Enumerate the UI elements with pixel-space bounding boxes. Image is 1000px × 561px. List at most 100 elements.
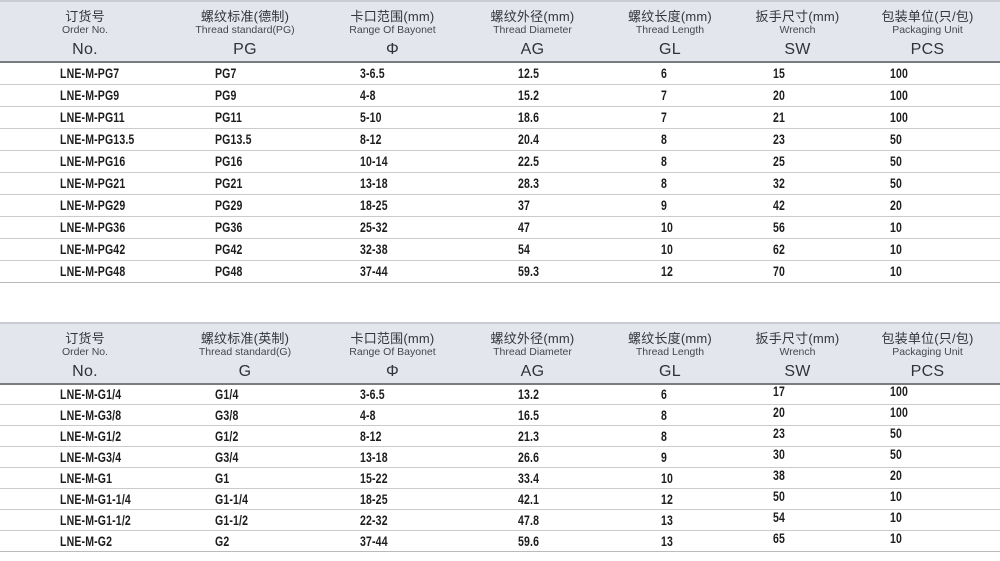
- cell-value: 10: [661, 219, 674, 235]
- cell-value: 10-14: [360, 153, 388, 169]
- cell-value: 37-44: [360, 263, 388, 279]
- cell-value: 30: [773, 446, 786, 462]
- cell-value: LNE-M-PG36: [60, 219, 126, 235]
- cell-value: PG16: [215, 153, 243, 169]
- cell-value: LNE-M-G1/2: [60, 428, 122, 444]
- cell-value: 3-6.5: [360, 386, 385, 402]
- cell: 100: [855, 62, 1000, 84]
- header-label-zh: 螺纹长度(mm): [628, 330, 712, 346]
- cell: 25: [740, 150, 855, 172]
- cell: 50: [855, 426, 1000, 447]
- cell-value: 5-10: [360, 109, 382, 125]
- cell-value: LNE-M-PG29: [60, 197, 126, 213]
- cell-value: G1: [215, 470, 230, 486]
- cell: PG48: [170, 260, 320, 282]
- cell-value: 26.6: [518, 449, 540, 465]
- cell-value: G1/2: [215, 428, 239, 444]
- cell-value: 9: [661, 449, 668, 465]
- cell-value: 10: [661, 470, 674, 486]
- cell-value: G3/8: [215, 407, 239, 423]
- cell-value: 20: [773, 404, 786, 420]
- column-header-pcs: 包装单位(只/包) Packaging Unit PCS: [855, 0, 1000, 63]
- cell-value: 8: [661, 407, 668, 423]
- cell: 13: [600, 531, 740, 552]
- cell: PG21: [170, 172, 320, 194]
- cell-value: 7: [661, 87, 668, 103]
- cell-value: LNE-M-PG16: [60, 153, 126, 169]
- header-label-en: Thread standard(G): [198, 345, 292, 358]
- cell: PG29: [170, 194, 320, 216]
- cell-value: 9: [661, 197, 668, 213]
- cell-value: LNE-M-PG48: [60, 263, 126, 279]
- cell: 20: [855, 194, 1000, 216]
- cell: 8-12: [320, 426, 465, 447]
- cell: 8: [600, 150, 740, 172]
- header-code: GL: [659, 41, 681, 58]
- cell: 7: [600, 84, 740, 106]
- column-header-ag: 螺纹外径(mm) Thread Diameter AG: [465, 321, 600, 385]
- cell-value: 65: [773, 530, 786, 546]
- cell-value: 10: [890, 219, 903, 235]
- cell-value: LNE-M-PG42: [60, 241, 126, 257]
- cell: 47: [465, 216, 600, 238]
- cell-value: 37: [518, 197, 531, 213]
- cell: 18-25: [320, 489, 465, 510]
- cell-value: 20: [890, 197, 903, 213]
- header-label-en: Wrench: [779, 24, 816, 36]
- cell: 10: [855, 489, 1000, 510]
- cell-value: 32: [773, 175, 786, 191]
- header-code: PCS: [910, 362, 945, 380]
- cell: 59.6: [465, 531, 600, 552]
- header-code: G: [238, 362, 252, 380]
- cell: 12: [600, 489, 740, 510]
- cell: G1-1/2: [170, 510, 320, 531]
- cell-value: 47: [518, 219, 531, 235]
- cell: 37-44: [320, 260, 465, 282]
- cell-value: 12: [661, 263, 674, 279]
- cell: 12: [600, 260, 740, 282]
- g-table-body: LNE-M-G1/4 G1/4 3-6.5 13.2 6 17 100 LNE-M-G3/8 G…: [0, 384, 1000, 552]
- header-label-zh: 包装单位(只/包): [881, 330, 974, 346]
- cell-value: 20.4: [518, 131, 540, 147]
- cell: LNE-M-PG36: [0, 216, 170, 238]
- cell-value: 15-22: [360, 470, 388, 486]
- cell: 33.4: [465, 468, 600, 489]
- cell: 50: [855, 447, 1000, 468]
- header-code: No.: [72, 362, 98, 380]
- cell-value: 13: [661, 533, 674, 549]
- table-row: LNE-M-PG7 PG7 3-6.5 12.5 6 15 100: [0, 62, 1000, 84]
- cell: 23: [740, 128, 855, 150]
- table-row: LNE-M-G2 G2 37-44 59.6 13 65 10: [0, 530, 1000, 552]
- cell-value: 8: [661, 175, 668, 191]
- cell: LNE-M-PG7: [0, 62, 170, 84]
- header-label-zh: 包装单位(只/包): [881, 9, 974, 24]
- cell: 15: [740, 62, 855, 84]
- cell-value: PG13.5: [215, 131, 252, 147]
- header-label-en: Packaging Unit: [892, 24, 963, 36]
- cell: 65: [740, 531, 855, 552]
- cell: 50: [855, 128, 1000, 150]
- header-label-zh: 扳手尺寸(mm): [755, 9, 840, 24]
- cell: G2: [170, 531, 320, 552]
- cell: 100: [855, 84, 1000, 106]
- cell: 100: [855, 106, 1000, 128]
- cell: 30: [740, 447, 855, 468]
- header-label-zh: 螺纹标准(英制): [200, 330, 290, 346]
- cell: 54: [465, 238, 600, 260]
- header-label-en: Thread Length: [635, 24, 705, 36]
- cell: 32: [740, 172, 855, 194]
- header-code: GL: [659, 362, 681, 380]
- cell-value: 50: [890, 175, 903, 191]
- cell: G1/4: [170, 384, 320, 405]
- header-code: PCS: [910, 41, 945, 58]
- cell-value: LNE-M-G2: [60, 533, 113, 549]
- cell-value: LNE-M-G1: [60, 470, 113, 486]
- cell-value: 10: [890, 530, 903, 546]
- cell: 4-8: [320, 84, 465, 106]
- header-label-en: Order No.: [61, 345, 109, 358]
- cell: PG9: [170, 84, 320, 106]
- cell-value: 42.1: [518, 491, 540, 507]
- header-label-zh: 订货号: [65, 9, 105, 24]
- header-label-en: Wrench: [779, 345, 816, 358]
- pg-table-body: LNE-M-PG7 PG7 3-6.5 12.5 6 15 100 LNE-M-PG9 PG9 4…: [0, 62, 1000, 282]
